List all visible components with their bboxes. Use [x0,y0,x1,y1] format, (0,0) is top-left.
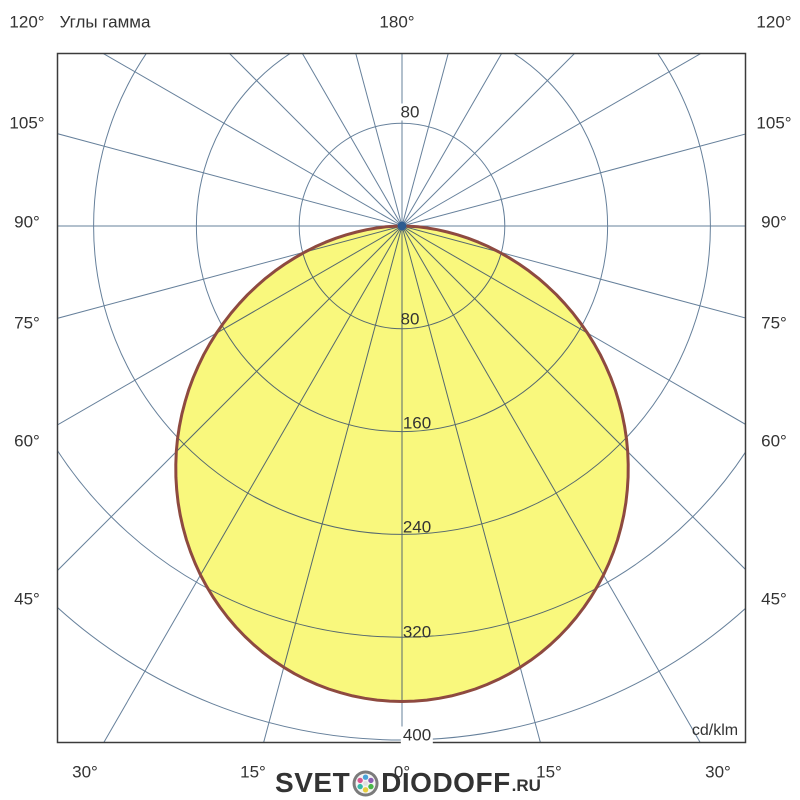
angle-label-bottom-15r: 15° [536,762,562,782]
angle-label-left-105: 105° [9,113,45,133]
angle-label-right-75: 75° [761,313,787,333]
ring-label-240: 240 [402,517,432,537]
angle-label-left-75: 75° [14,313,40,333]
angle-label-left-90: 90° [14,212,40,232]
svetodiodoff-logo-icon [352,770,379,796]
unit-label: cd/klm [691,722,739,739]
angle-label-bottom-30l: 30° [72,762,98,782]
angle-label-top-left: 120° [9,12,45,32]
watermark-text-pre: SVET [275,767,351,798]
angle-label-right-105: 105° [756,113,792,133]
angle-label-top-center: 180° [379,12,415,32]
ring-label-320: 320 [402,622,432,642]
ring-label-80: 80 [400,309,420,329]
ring-label-400: 400 [400,725,434,745]
watermark-tld: .RU [511,776,541,795]
watermark-text-post: DIODOFF [381,767,511,798]
angle-label-top-right: 120° [756,12,792,32]
watermark: SVET DIODOFF .RU [275,767,541,799]
angle-label-right-45: 45° [761,589,787,609]
angle-label-left-60: 60° [14,431,40,451]
angle-label-bottom-15l: 15° [240,762,266,782]
angle-label-left-45: 45° [14,589,40,609]
chart-title: Углы гамма [59,12,151,32]
angle-label-right-60: 60° [761,431,787,451]
angle-label-right-90: 90° [761,212,787,232]
ring-label-80-top: 80 [398,102,422,122]
ring-label-160: 160 [402,413,432,433]
angle-label-bottom-0: 0° [393,762,411,782]
angle-label-bottom-30r: 30° [705,762,731,782]
